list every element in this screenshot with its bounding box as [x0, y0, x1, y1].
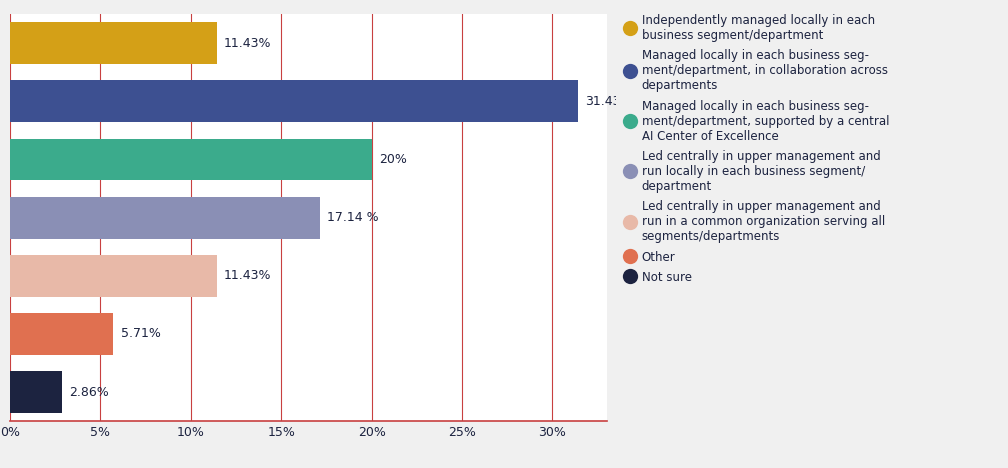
Text: 31.43%: 31.43% [586, 95, 633, 108]
Bar [10, 313, 113, 355]
Text: 20%: 20% [379, 153, 407, 166]
Bar [10, 255, 217, 297]
Bar [10, 22, 217, 64]
Bar [10, 371, 61, 413]
Text: 11.43%: 11.43% [224, 269, 271, 282]
Text: 17.14 %: 17.14 % [328, 211, 379, 224]
Bar [10, 80, 579, 122]
Text: 2.86%: 2.86% [69, 386, 109, 399]
Bar [10, 139, 372, 180]
Text: 11.43%: 11.43% [224, 37, 271, 50]
Bar [10, 197, 320, 239]
Text: 5.71%: 5.71% [121, 328, 160, 340]
Legend: Independently managed locally in each
business segment/department, Managed local: Independently managed locally in each bu… [624, 14, 889, 284]
